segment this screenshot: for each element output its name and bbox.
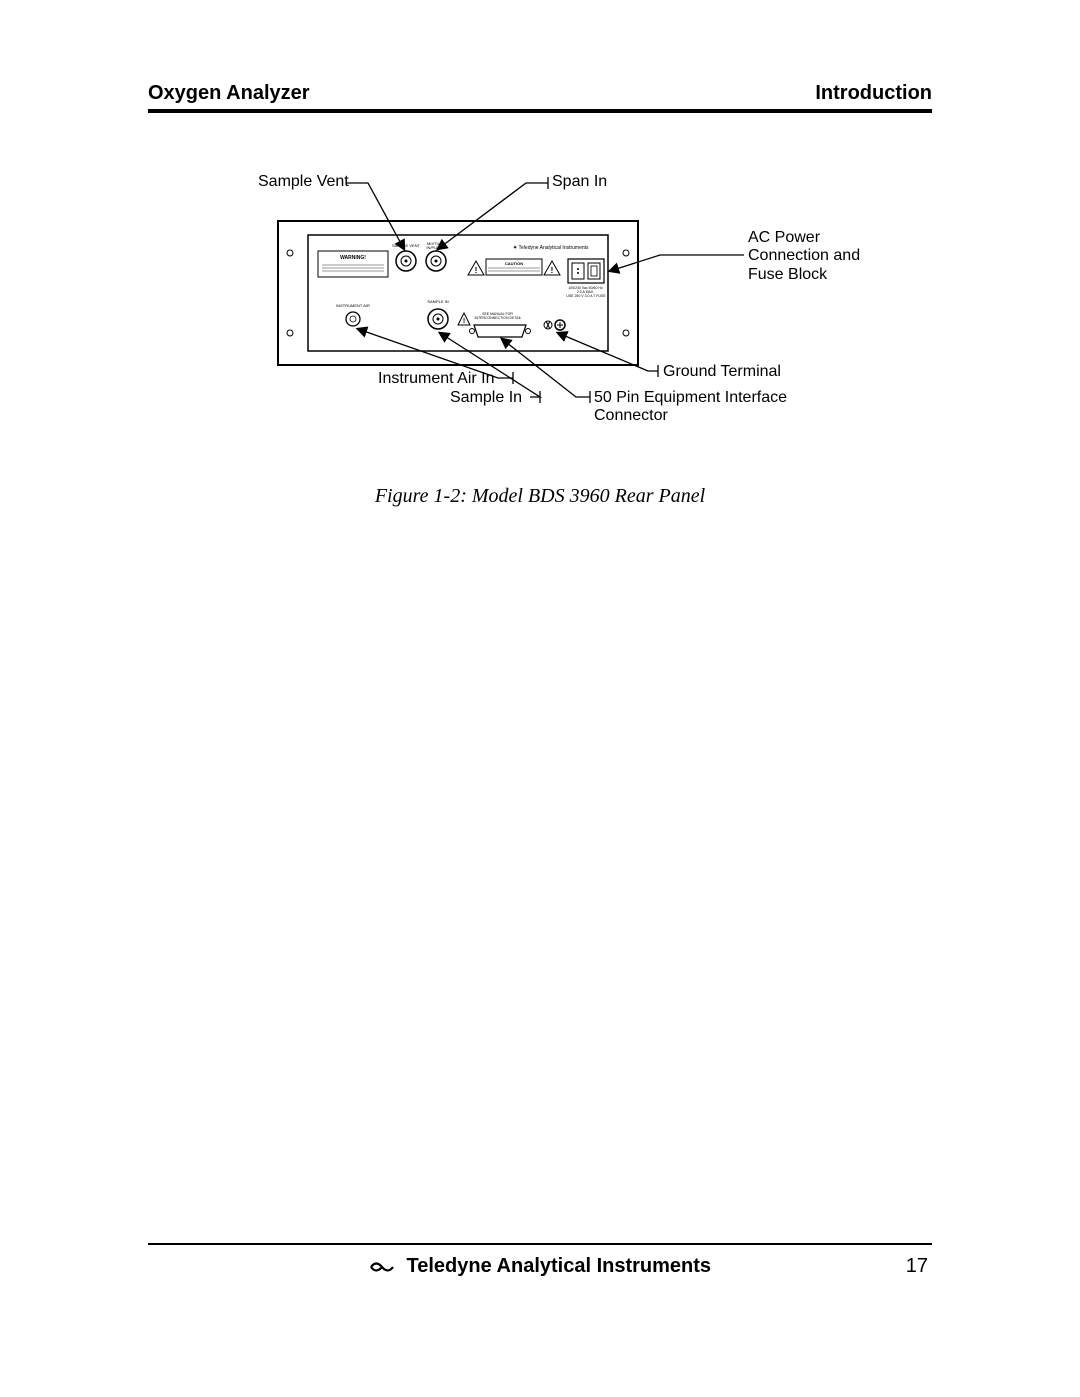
svg-text:CAUTION: CAUTION — [505, 261, 523, 266]
panel-warning-label: WARNING! — [340, 255, 366, 261]
header-rule — [148, 109, 932, 113]
rear-panel-diagram: WARNING! SAMPLE VENT MIXTURE IN/PURGE ✦ … — [258, 173, 938, 453]
panel-sample-vent-label: SAMPLE VENT — [392, 243, 421, 248]
footer-company: Teledyne Analytical Instruments — [407, 1255, 712, 1277]
teledyne-logo-icon — [369, 1258, 395, 1282]
figure-caption: Figure 1-2: Model BDS 3960 Rear Panel — [148, 485, 932, 508]
header-right: Introduction — [815, 82, 932, 105]
panel-instr-air-label: INSTRUMENT AIR — [336, 303, 370, 308]
figure-rear-panel: Sample Vent Span In AC Power Connection … — [148, 173, 932, 473]
panel-brand: ✦ Teledyne Analytical Instruments — [513, 245, 589, 251]
page-number: 17 — [906, 1255, 928, 1278]
header-left: Oxygen Analyzer — [148, 82, 310, 105]
svg-text:!: ! — [475, 266, 478, 275]
svg-text:!: ! — [463, 318, 465, 325]
panel-sample-in-label: SAMPLE IN — [427, 299, 448, 304]
footer-rule — [148, 1243, 932, 1245]
svg-text:!: ! — [551, 266, 554, 275]
